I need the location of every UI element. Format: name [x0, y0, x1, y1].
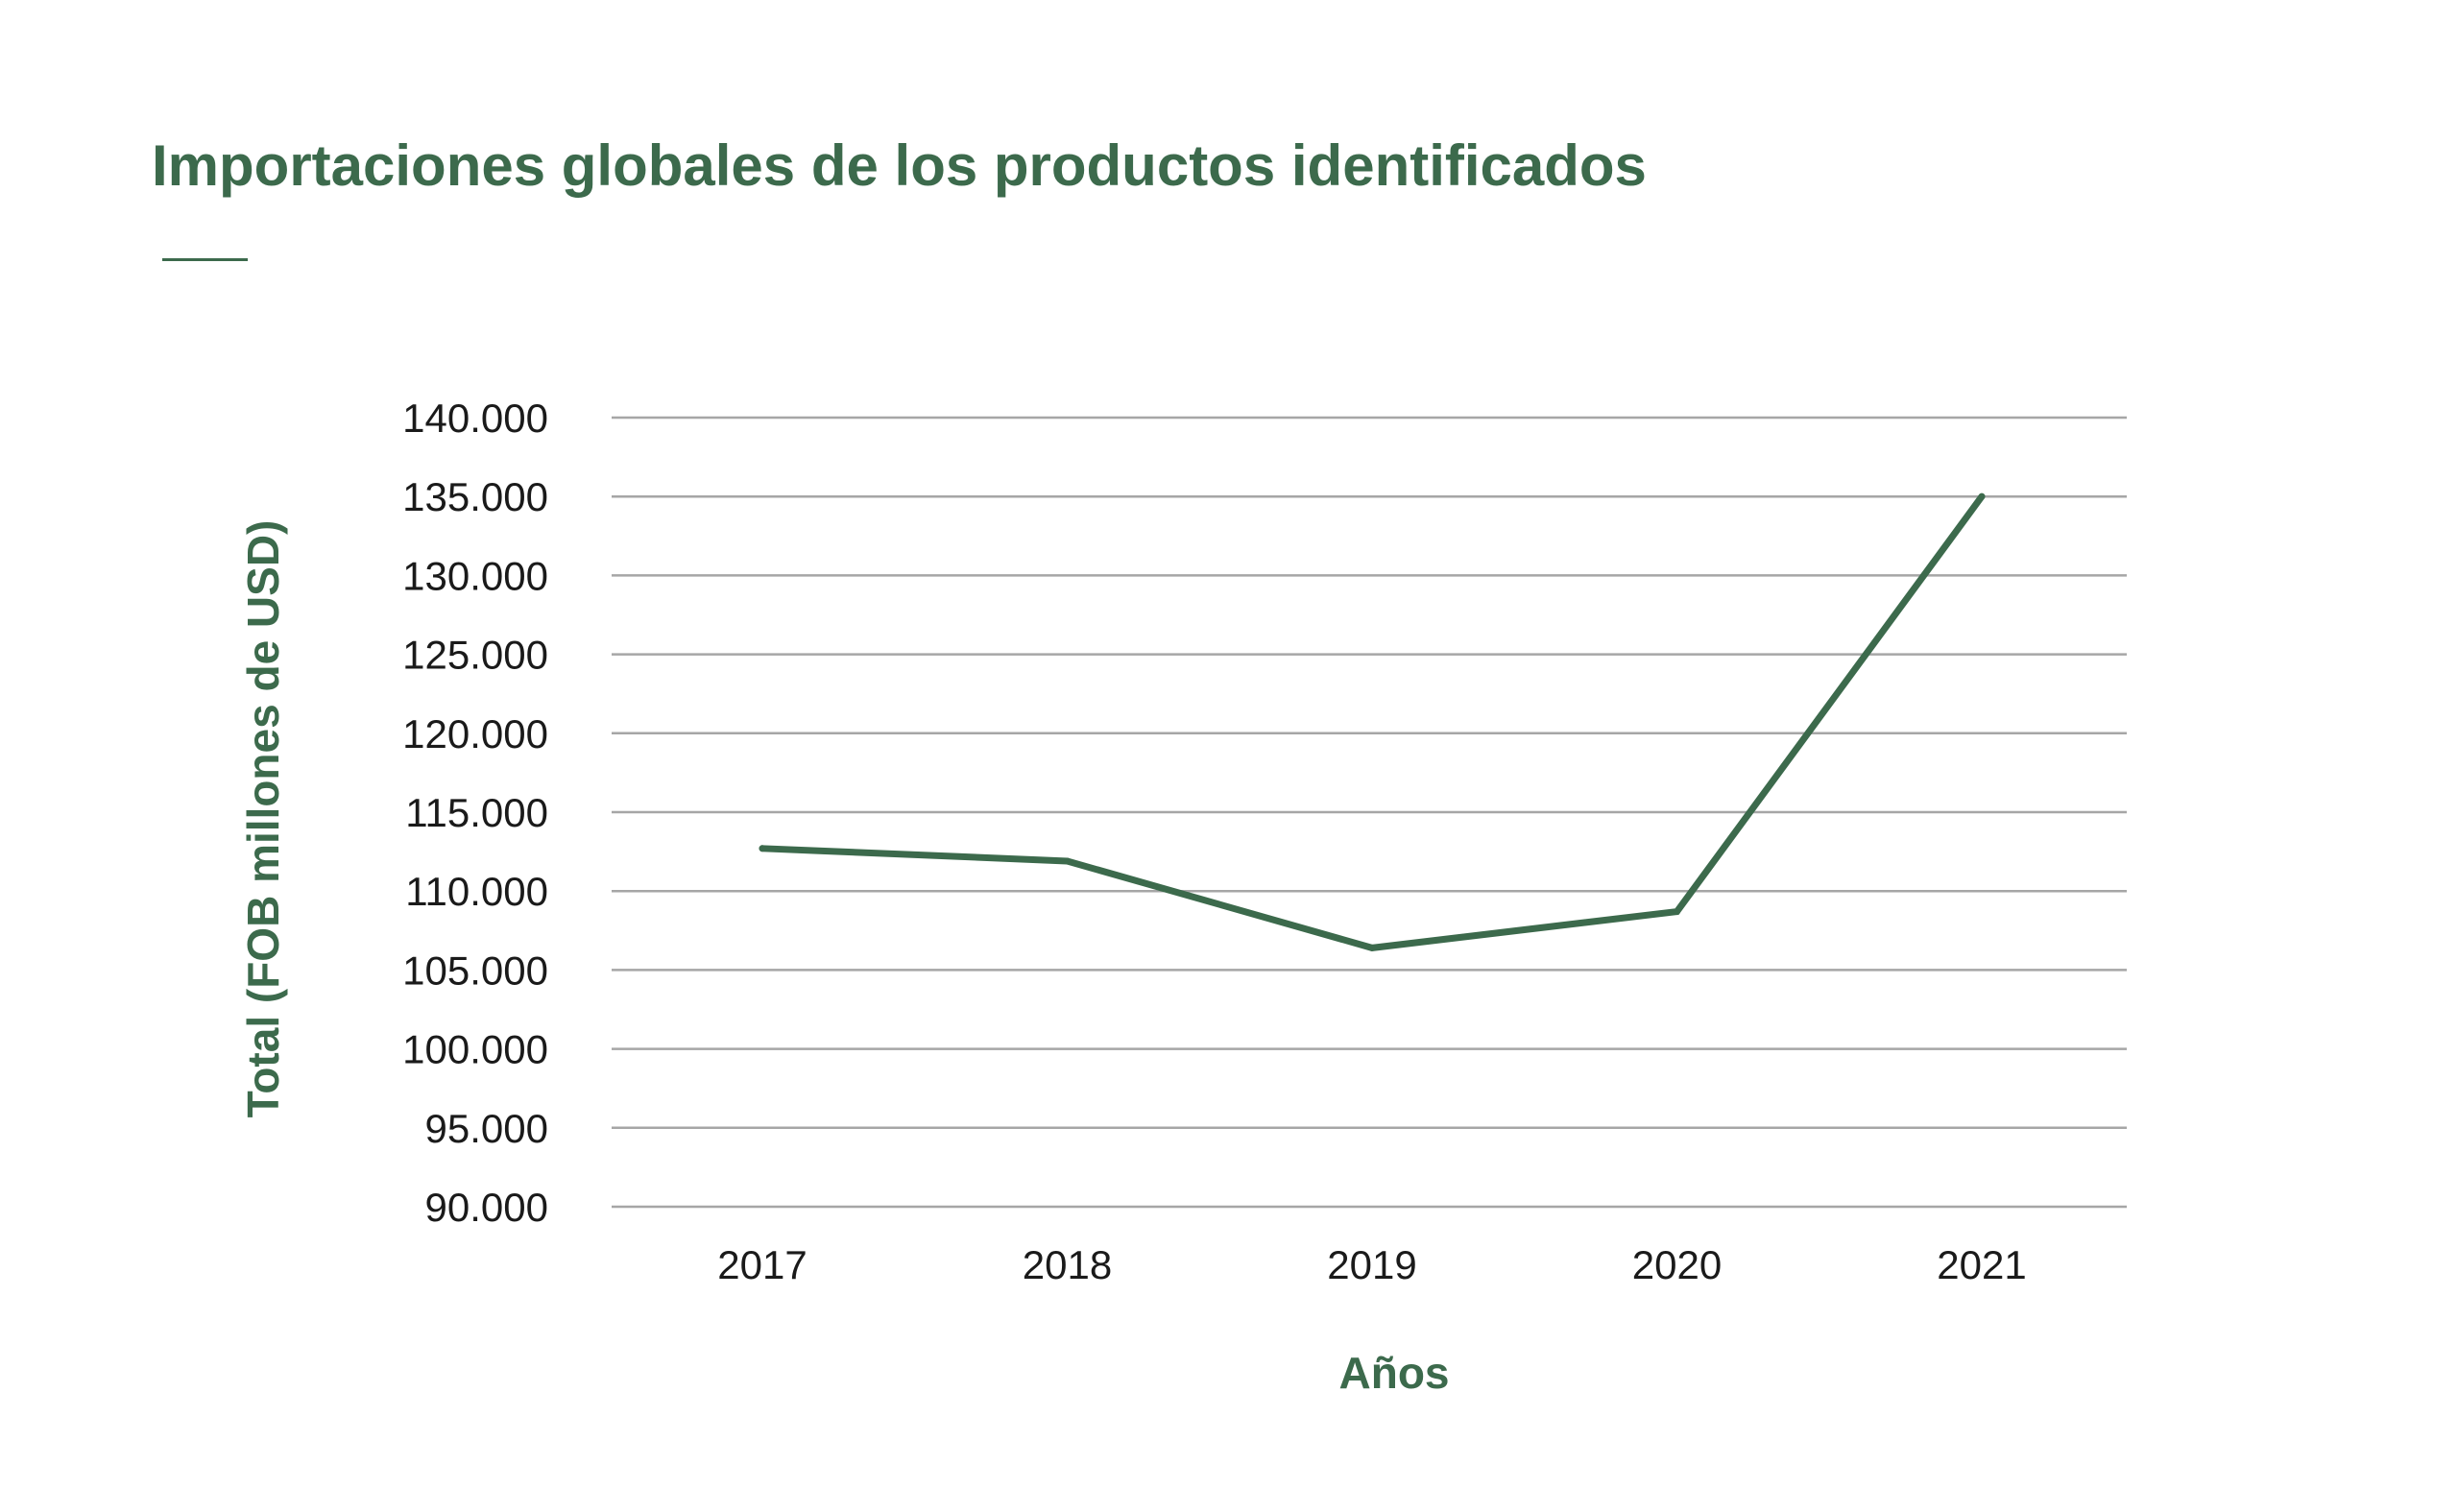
y-axis-label: Total (FOB millones de USD) [238, 520, 288, 1118]
data-point-2018 [1064, 857, 1071, 865]
y-tick-label: 95.000 [425, 1106, 548, 1151]
y-tick-label: 115.000 [405, 790, 548, 835]
y-tick-label: 110.000 [405, 869, 548, 914]
x-tick-label: 2021 [1937, 1242, 2026, 1287]
y-tick-label: 125.000 [402, 633, 548, 678]
title-underline [162, 258, 248, 261]
data-point-2021 [1978, 492, 1986, 500]
x-axis-label: Años [1339, 1348, 1450, 1398]
data-point-2017 [759, 845, 766, 852]
data-point-2019 [1368, 944, 1376, 951]
y-tick-label: 100.000 [402, 1027, 548, 1072]
x-tick-label: 2020 [1632, 1242, 1722, 1287]
x-tick-label: 2017 [717, 1242, 807, 1287]
y-tick-label: 120.000 [402, 711, 548, 756]
y-tick-label: 130.000 [402, 553, 548, 598]
x-tick-label: 2019 [1327, 1242, 1416, 1287]
data-point-2020 [1674, 908, 1680, 916]
series-line-total [759, 492, 1986, 951]
x-tick-label: 2018 [1023, 1242, 1112, 1287]
chart-title: Importaciones globales de los productos … [152, 133, 1647, 198]
y-tick-label: 105.000 [402, 948, 548, 993]
y-tick-label: 135.000 [402, 474, 548, 519]
y-tick-label: 140.000 [402, 396, 548, 441]
y-tick-label: 90.000 [425, 1185, 548, 1230]
